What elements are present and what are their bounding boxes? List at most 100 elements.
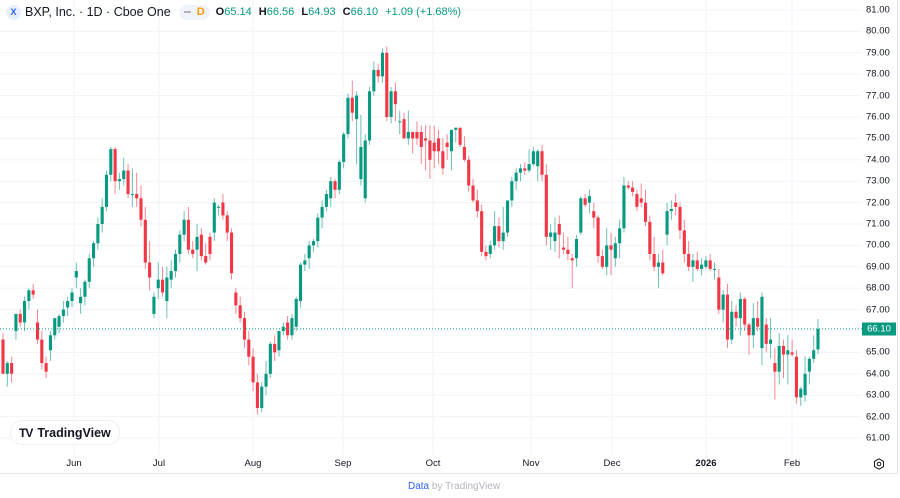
time-axis[interactable]: Jun Jul Aug Sep Oct Nov Dec 2026 Feb <box>0 455 862 473</box>
price-label: 72.00 <box>866 197 890 209</box>
candle <box>579 198 583 233</box>
candle <box>217 206 221 208</box>
interval-label: D <box>196 6 205 18</box>
candle <box>350 97 354 113</box>
candle <box>493 226 497 246</box>
candle <box>221 202 225 216</box>
candle <box>618 228 622 244</box>
candle <box>803 373 807 396</box>
candle <box>505 200 510 233</box>
time-label: Sep <box>334 458 352 469</box>
candle <box>665 211 669 235</box>
high-value: 66.56 <box>266 6 295 18</box>
settings-gear-icon[interactable] <box>873 458 885 470</box>
candle <box>122 170 126 180</box>
candle <box>428 140 432 160</box>
candle <box>527 164 531 171</box>
candle <box>255 382 259 409</box>
symbol-logo-icon[interactable]: X <box>6 4 21 20</box>
candle <box>380 52 385 77</box>
candle <box>389 91 393 117</box>
candle <box>730 311 734 340</box>
candle <box>333 181 337 190</box>
tradingview-watermark[interactable]: TV TradingView <box>10 420 120 445</box>
candle <box>14 313 18 331</box>
candle <box>316 217 320 242</box>
time-label: Nov <box>522 458 540 469</box>
candle <box>74 271 78 278</box>
candle <box>277 331 281 351</box>
time-label: Jul <box>152 458 166 469</box>
change-value: +1.09 (+1.68%) <box>385 6 462 18</box>
candle <box>669 209 673 212</box>
candle <box>682 230 686 254</box>
interval-badge[interactable]: D <box>178 4 210 20</box>
candle <box>631 187 635 192</box>
candle <box>290 318 294 336</box>
candle <box>462 146 466 160</box>
candle <box>23 301 27 323</box>
candle <box>44 363 48 372</box>
candle <box>173 253 178 272</box>
candle <box>510 181 514 201</box>
candle <box>695 260 699 269</box>
candle <box>260 386 264 409</box>
candle <box>674 202 678 207</box>
candle <box>35 322 40 340</box>
candle <box>717 277 721 310</box>
candle <box>79 296 83 304</box>
data-link[interactable]: Data <box>408 481 430 492</box>
price-label: 71.00 <box>866 218 890 230</box>
candle <box>1 339 5 374</box>
candle <box>656 262 661 267</box>
candle <box>307 245 311 259</box>
grid-lines <box>0 0 862 455</box>
data-attribution: Data by TradingView <box>408 481 500 492</box>
candle <box>135 194 139 199</box>
candle <box>367 91 372 141</box>
candle <box>807 358 811 372</box>
candle <box>87 258 91 282</box>
candle <box>329 181 333 199</box>
candle <box>242 318 247 340</box>
candle <box>238 305 242 319</box>
candle <box>777 345 781 372</box>
candle <box>518 168 523 173</box>
candle <box>70 292 74 302</box>
candle <box>424 138 428 141</box>
close-label: C <box>342 6 351 18</box>
candle <box>764 324 768 344</box>
candle <box>751 318 755 336</box>
candle <box>523 168 527 171</box>
candle <box>773 363 777 372</box>
price-label: 64.00 <box>866 368 890 380</box>
close-value: 66.10 <box>350 6 379 18</box>
candle <box>359 146 363 180</box>
price-label: 78.00 <box>866 68 890 80</box>
candle <box>294 298 298 327</box>
candle <box>609 245 613 250</box>
candle <box>436 138 441 152</box>
candle <box>148 262 152 278</box>
time-label: Oct <box>425 458 441 469</box>
symbol-title[interactable]: BXP, Inc. · 1D · Cboe One <box>25 5 171 19</box>
candle <box>100 206 104 224</box>
candle <box>454 127 458 130</box>
candle <box>639 198 643 203</box>
candlestick-chart[interactable] <box>0 0 862 455</box>
candle <box>324 194 328 207</box>
price-label: 67.00 <box>866 304 890 316</box>
candle <box>700 264 704 269</box>
candle <box>536 151 540 167</box>
price-axis[interactable]: 81.00 80.00 79.00 78.00 77.00 76.00 75.00 74.00… <box>862 0 898 455</box>
last-price-label: 66.10 <box>862 322 896 336</box>
candle <box>411 131 415 139</box>
open-value: 65.14 <box>224 6 252 18</box>
price-label: 61.00 <box>866 432 890 444</box>
candle <box>160 279 165 293</box>
candle <box>152 296 156 314</box>
candle <box>281 326 285 331</box>
candle <box>126 170 130 195</box>
price-label: 75.00 <box>866 132 890 144</box>
watermark-text: TradingView <box>37 425 111 440</box>
